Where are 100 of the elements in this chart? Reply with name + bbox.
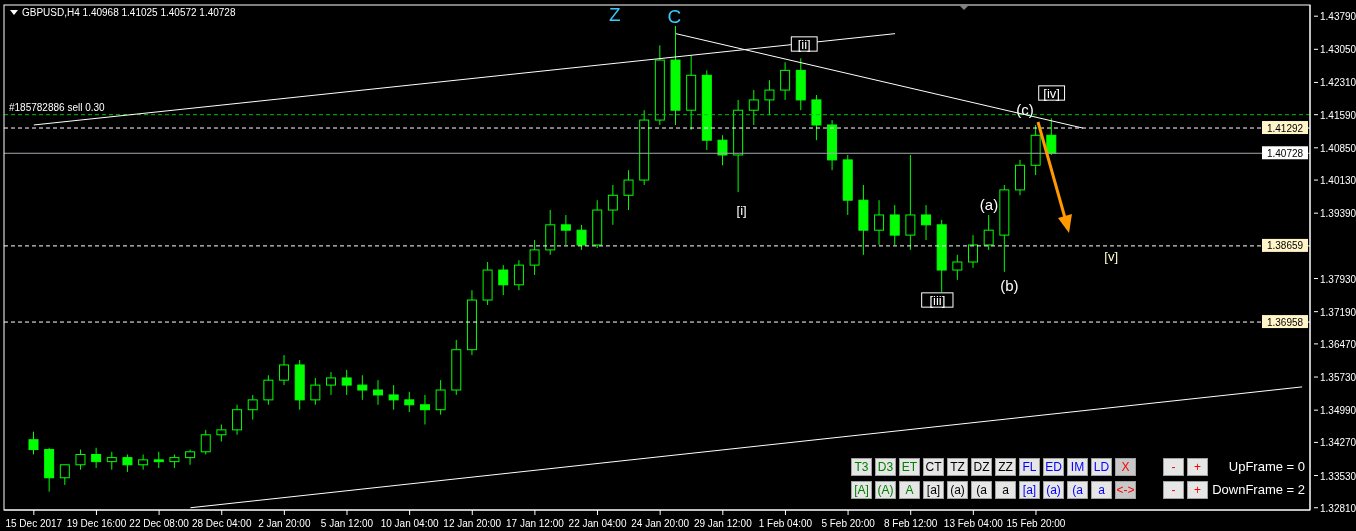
candlestick	[310, 377, 321, 406]
candlestick	[905, 154, 916, 251]
x-tick-label: 28 Dec 04:00	[191, 518, 252, 529]
ref-line-label: 1.36958	[1266, 316, 1304, 328]
candlestick	[874, 199, 885, 246]
candlestick	[404, 391, 415, 413]
candlestick	[764, 79, 775, 116]
x-tick-label: 5 Feb 20:00	[821, 518, 876, 529]
candlestick	[748, 89, 759, 126]
annotation: (a)	[1043, 481, 1064, 499]
annotation: [iii]	[929, 292, 946, 308]
annotation: [i]	[736, 202, 747, 218]
y-tick-label: 1.42310	[1320, 77, 1356, 89]
annotation: LD	[1091, 458, 1112, 476]
candlestick	[607, 184, 618, 226]
annotation: (a	[1067, 481, 1088, 499]
y-tick-label: 1.37190	[1320, 306, 1356, 318]
annotation: [a]	[923, 481, 944, 499]
candlestick	[357, 374, 368, 401]
y-tick-label: 1.39390	[1320, 208, 1356, 220]
candlestick	[513, 259, 524, 291]
chart-title: GBPUSD,H4 1.40968 1.41025 1.40572 1.40728	[22, 7, 236, 18]
annotation: [iv]	[1043, 85, 1060, 101]
y-tick-label: 1.41590	[1320, 109, 1356, 121]
y-tick-label: 1.43790	[1320, 11, 1356, 23]
candlestick	[968, 234, 979, 269]
annotation: -	[1163, 458, 1184, 476]
candlestick	[138, 453, 149, 471]
annotation: UpFrame = 0	[1228, 458, 1305, 476]
annotation: ET	[899, 458, 920, 476]
annotation: (A)	[875, 481, 896, 499]
x-tick-label: 15 Feb 20:00	[1006, 518, 1066, 529]
x-tick-label: 2 Jan 20:00	[258, 518, 311, 529]
candlestick	[921, 204, 932, 241]
annotation: TZ	[947, 458, 968, 476]
candlestick	[185, 449, 196, 466]
annotation: <->	[1115, 481, 1136, 499]
annotation: a	[1091, 481, 1112, 499]
y-tick-label: 1.40850	[1320, 142, 1356, 154]
annotation: T3	[851, 458, 872, 476]
x-tick-label: 24 Jan 20:00	[631, 518, 690, 529]
x-tick-label: 10 Jan 04:00	[380, 518, 439, 529]
annotation: +	[1187, 481, 1208, 499]
annotation: DownFrame = 2	[1212, 481, 1305, 499]
annotation: (a	[971, 481, 992, 499]
x-tick-label: 8 Feb 12:00	[884, 518, 938, 529]
x-tick-label: 29 Jan 12:00	[693, 518, 753, 529]
y-tick-label: 1.36470	[1320, 338, 1356, 350]
x-tick-label: 1 Feb 04:00	[758, 518, 813, 529]
candlestick	[388, 384, 399, 411]
x-tick-label: 15 Dec 2017	[5, 518, 63, 529]
x-tick-label: 17 Jan 12:00	[505, 518, 565, 529]
candlestick	[889, 204, 900, 246]
annotation: X	[1115, 458, 1136, 476]
y-tick-label: 1.43050	[1320, 44, 1356, 56]
candlestick	[576, 224, 587, 251]
y-tick-label: 1.35730	[1320, 372, 1356, 384]
candlestick	[91, 447, 102, 469]
annotation: D3	[875, 458, 896, 476]
candlestick	[529, 239, 540, 276]
annotation: FL	[1019, 458, 1040, 476]
y-tick-label: 1.37930	[1320, 273, 1356, 285]
candlestick	[435, 379, 446, 416]
ref-line-label: #185782886 sell 0.30	[9, 101, 106, 113]
annotation: (b)	[1000, 277, 1019, 295]
candlestick	[780, 61, 791, 101]
candlestick	[279, 354, 290, 386]
candlestick	[372, 379, 383, 406]
candlestick	[419, 394, 430, 425]
annotation: IM	[1067, 458, 1088, 476]
candlestick	[59, 464, 70, 486]
annotation: (a)	[947, 481, 968, 499]
candlestick	[75, 449, 86, 471]
candlestick	[717, 134, 728, 166]
x-tick-label: 13 Feb 04:00	[943, 518, 1004, 529]
y-tick-label: 1.34270	[1320, 437, 1356, 449]
candlestick	[326, 371, 337, 396]
annotation: DZ	[971, 458, 992, 476]
x-tick-label: 19 Dec 16:00	[66, 518, 127, 529]
ref-line-label: 1.41292	[1266, 122, 1304, 134]
x-tick-label: 5 Jan 12:00	[320, 518, 374, 529]
candlestick	[623, 169, 634, 211]
candlestick	[200, 429, 211, 455]
candlestick	[28, 431, 39, 455]
candlestick	[263, 374, 274, 406]
y-tick-label: 1.33530	[1320, 470, 1356, 482]
y-tick-label: 1.40130	[1320, 175, 1356, 187]
x-tick-label: 22 Jan 04:00	[568, 518, 627, 529]
candlestick	[247, 394, 258, 421]
annotation: [a]	[1019, 481, 1040, 499]
x-tick-label: 12 Jan 20:00	[443, 518, 502, 529]
annotation: [ii]	[797, 36, 811, 52]
annotation: [A]	[851, 481, 872, 499]
annotation: Z	[608, 3, 621, 25]
y-tick-label: 1.34990	[1320, 405, 1356, 417]
annotation: a	[995, 481, 1016, 499]
candlestick	[1046, 117, 1057, 156]
annotation: ZZ	[995, 458, 1016, 476]
annotation: (a)	[979, 196, 999, 214]
candlestick	[983, 214, 994, 251]
